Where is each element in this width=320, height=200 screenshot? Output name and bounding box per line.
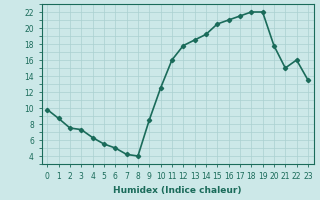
X-axis label: Humidex (Indice chaleur): Humidex (Indice chaleur) <box>113 186 242 195</box>
